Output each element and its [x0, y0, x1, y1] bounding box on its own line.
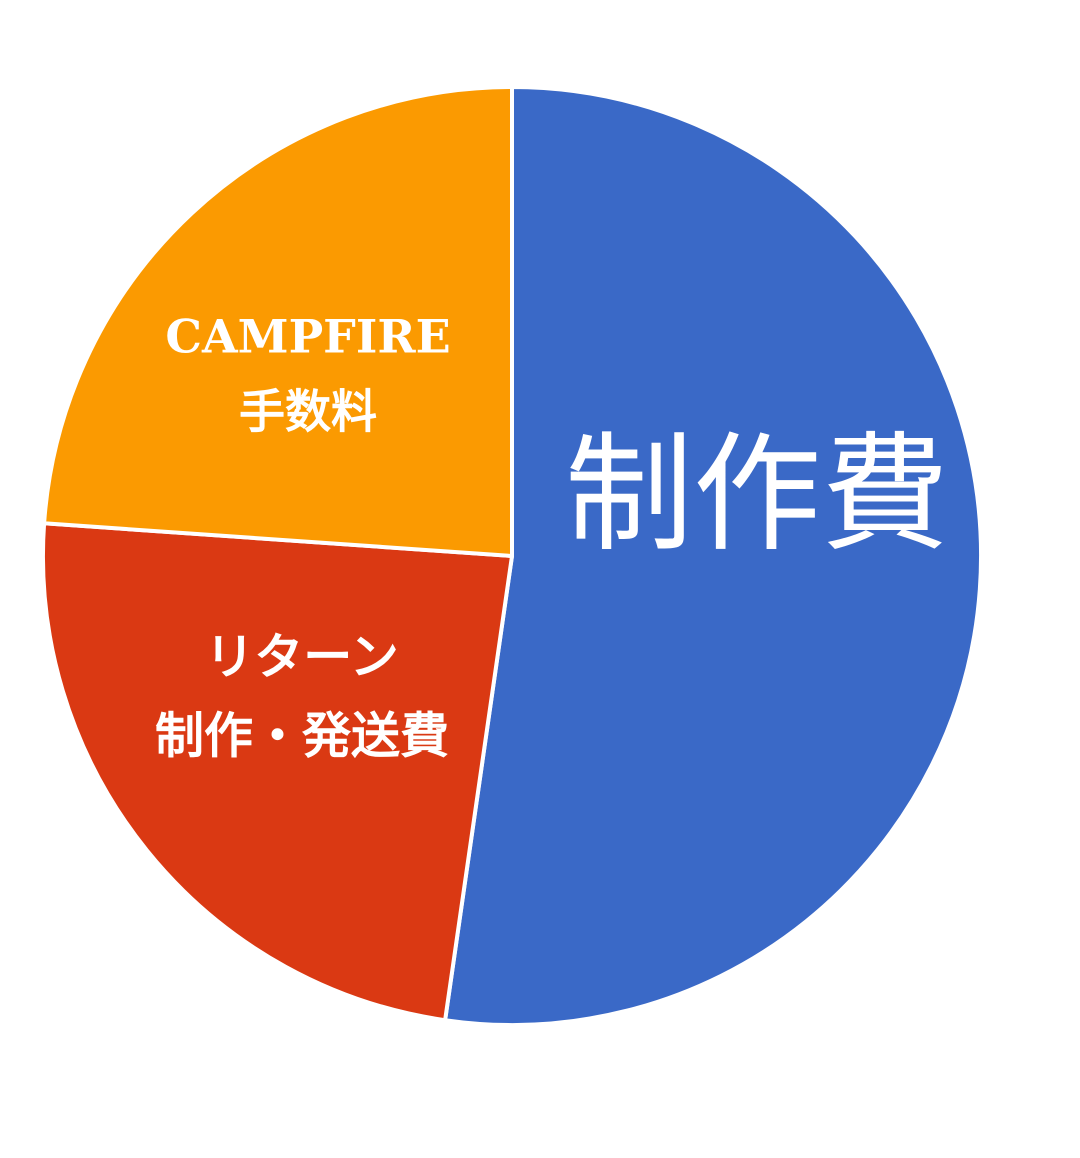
- pie-slice-1: [443, 85, 984, 1027]
- pie-slice-2: [40, 521, 514, 1023]
- pie-slice-3: [42, 85, 514, 558]
